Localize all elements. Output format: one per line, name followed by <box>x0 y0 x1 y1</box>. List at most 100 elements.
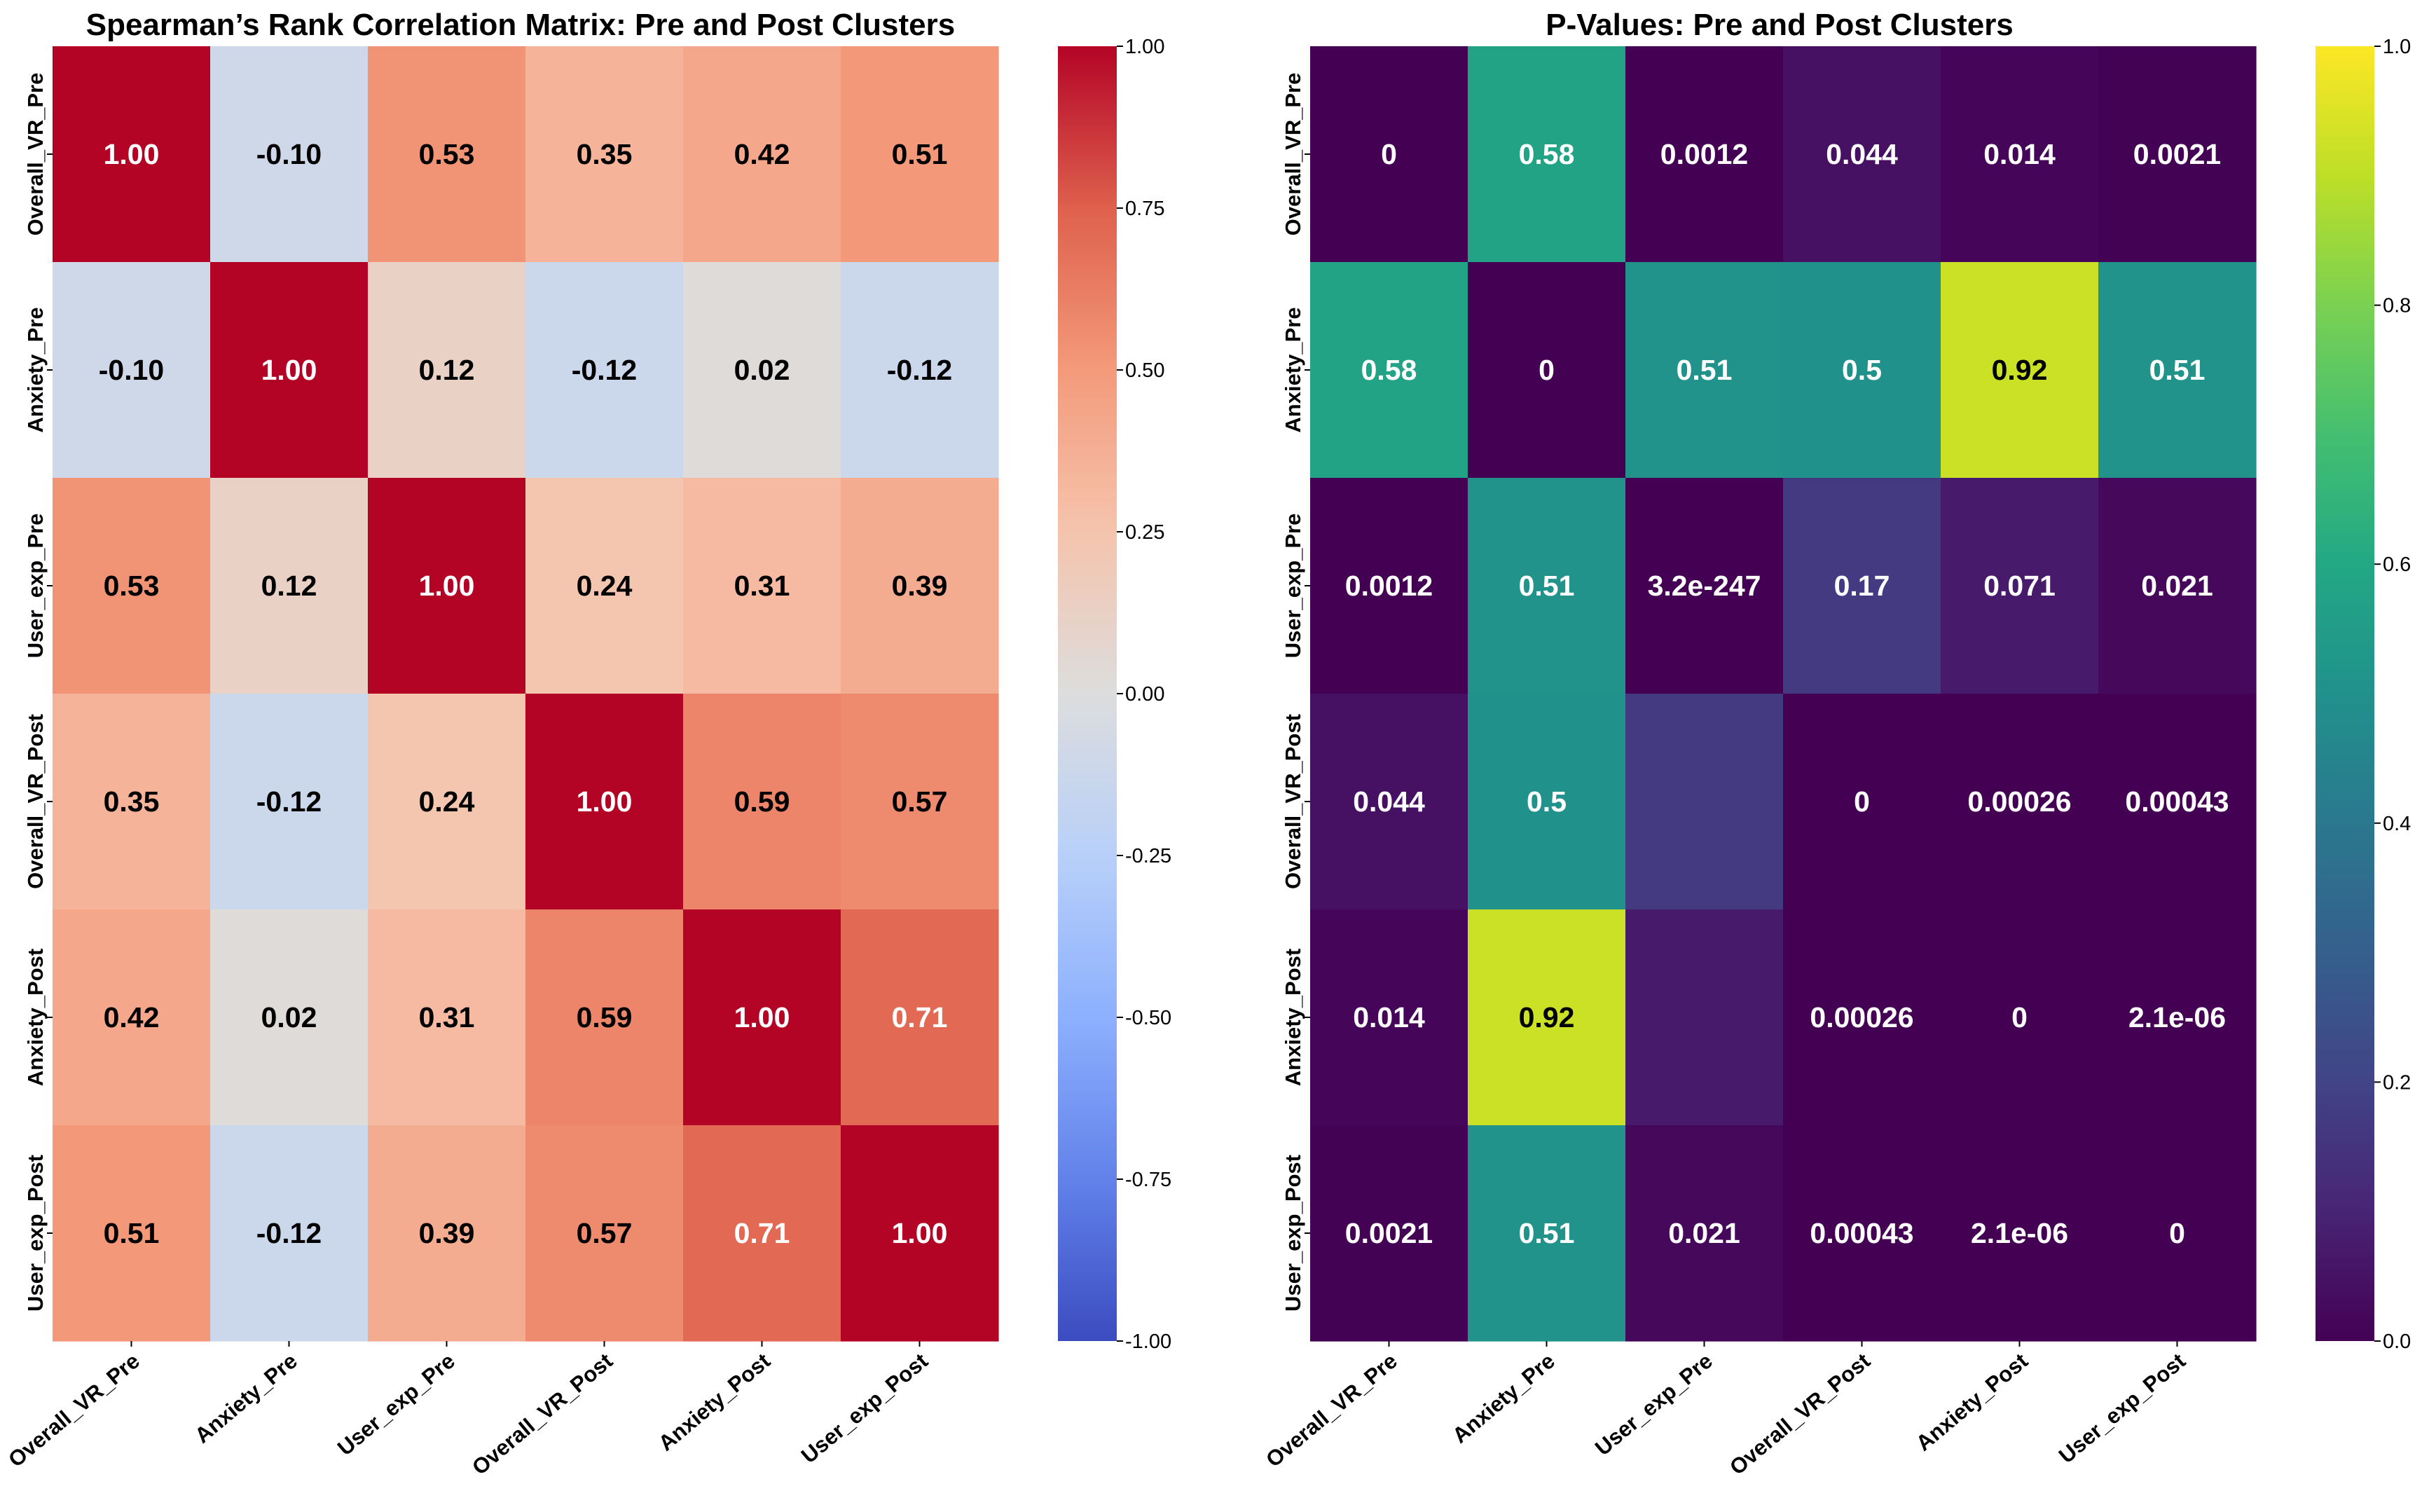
colorbar-tick-label: 0.2 <box>2383 1071 2411 1094</box>
heatmap-cell-r2-c0 <box>1310 478 1468 694</box>
cell-annotation-r2-c3: 0.24 <box>577 570 633 602</box>
cell-annotation-r3-c5: 0.00043 <box>2125 785 2229 818</box>
cell-annotation-r5-c4: 0.71 <box>734 1217 790 1249</box>
colorbar-tick-label: 0.6 <box>2383 554 2411 576</box>
cell-annotation-r1-c1: 1.00 <box>261 354 317 386</box>
cell-annotation-r5-c2: 0.021 <box>1668 1217 1740 1249</box>
correlation-chart-title: Spearman’s Rank Correlation Matrix: Pre … <box>86 8 956 42</box>
x-tick-label: User_exp_Post <box>797 1349 933 1469</box>
pvalue-heatmap: 0 0.58 0.0012 0.044 0.014 0.0021 0.58 0 0.51 0.5 0… <box>1261 46 2257 1480</box>
colorbar-tick-label: -1.00 <box>1125 1331 1171 1353</box>
cell-annotation-r5-c0: 0.51 <box>104 1217 160 1249</box>
pvalue-chart-title: P-Values: Pre and Post Clusters <box>1546 8 2014 42</box>
heatmap-cell-r5-c3 <box>1783 1125 1941 1342</box>
heatmap-cell-r2-c2 <box>368 478 526 694</box>
cell-annotation-r0-c2: 0.53 <box>419 138 475 170</box>
y-tick-label: User_exp_Post <box>1281 1155 1305 1312</box>
cell-annotation-r2-c2: 1.00 <box>419 570 475 602</box>
y-tick-label: Anxiety_Post <box>1281 949 1305 1086</box>
heatmap-cell-r3-c0 <box>53 694 211 910</box>
cell-annotation-r4-c3: 0.00026 <box>1810 1001 1913 1033</box>
y-tick-label: Overall_VR_Post <box>23 714 48 889</box>
heatmap-cell-r1-c1 <box>210 262 369 479</box>
heatmap-cell-r2-c5 <box>2098 478 2257 694</box>
heatmap-cell-r0-c0 <box>1310 46 1468 263</box>
x-tick-label: Overall_VR_Pre <box>4 1349 144 1472</box>
heatmap-cell-r1-c5 <box>841 262 999 479</box>
heatmap-cell-r0-c1 <box>1468 46 1626 263</box>
heatmap-cell-r0-c0 <box>53 46 211 263</box>
colorbar-tick-label: 1.0 <box>2383 36 2411 58</box>
heatmap-cell-r2-c0 <box>53 478 211 694</box>
heatmap-cell-r3-c1 <box>1468 694 1626 910</box>
cell-annotation-r0-c0: 1.00 <box>104 138 160 170</box>
cell-annotation-r0-c5: 0.51 <box>892 138 948 170</box>
heatmap-cell-r2-c5 <box>841 478 999 694</box>
heatmap-cell-r5-c1 <box>1468 1125 1626 1342</box>
heatmap-cell-r5-c0 <box>1310 1125 1468 1342</box>
cell-annotation-r5-c3: 0.00043 <box>1810 1217 1913 1249</box>
heatmap-cell-r0-c4 <box>683 46 841 263</box>
y-tick-label: Anxiety_Pre <box>1281 307 1305 432</box>
heatmap-cell-r5-c4 <box>1941 1125 2099 1342</box>
x-tick-label: Overall_VR_Post <box>467 1349 617 1480</box>
y-tick-label: Overall_VR_Pre <box>1281 73 1305 236</box>
heatmap-cell-r3-c2 <box>368 694 526 910</box>
heatmap-cell-r4-c5 <box>841 909 999 1126</box>
heatmap-cell-r0-c5 <box>2098 46 2257 263</box>
heatmap-cell-r4-c4 <box>1941 909 2099 1126</box>
cell-annotation-r0-c5: 0.0021 <box>2133 138 2221 170</box>
heatmap-cell-r5-c2 <box>1625 1125 1784 1342</box>
cell-annotation-r3-c0: 0.044 <box>1353 785 1425 818</box>
heatmap-cell-r2-c2 <box>1625 478 1784 694</box>
heatmap-cell-r1-c4 <box>683 262 841 479</box>
cell-annotation-r5-c5: 0 <box>2169 1217 2185 1249</box>
colorbar-tick-label: 1.00 <box>1125 36 1164 58</box>
heatmap-cell-r0-c2 <box>1625 46 1784 263</box>
cell-annotation-r3-c5: 0.57 <box>892 785 948 818</box>
cell-annotation-r4-c4: 1.00 <box>734 1001 790 1033</box>
cell-annotation-r3-c1: 0.5 <box>1527 785 1567 818</box>
colorbar-tick-label: -0.25 <box>1125 845 1171 867</box>
x-tick-label: User_exp_Post <box>2054 1349 2190 1469</box>
y-tick-label: User_exp_Post <box>23 1155 48 1312</box>
cell-annotation-r1-c4: 0.92 <box>1992 354 2048 386</box>
cell-annotation-r2-c2: 3.2e-247 <box>1648 570 1761 602</box>
cell-annotation-r3-c3: 0 <box>1854 785 1870 818</box>
cell-annotation-r4-c0: 0.42 <box>104 1001 160 1033</box>
cell-annotation-r0-c3: 0.044 <box>1826 138 1898 170</box>
cell-annotation-r2-c1: 0.12 <box>261 570 317 602</box>
cell-annotation-r1-c0: -0.10 <box>99 354 164 386</box>
colorbar-tick-label: 0.75 <box>1125 198 1164 220</box>
heatmap-cell-r4-c3 <box>525 909 684 1126</box>
x-tick-label: Anxiety_Pre <box>1447 1349 1560 1448</box>
heatmap-cell-r1-c2 <box>1625 262 1784 479</box>
heatmap-cell-r3-c5 <box>2098 694 2257 910</box>
heatmap-cell-r3-c2 <box>1625 694 1784 910</box>
colorbar-tick-label: -0.75 <box>1125 1169 1171 1191</box>
cell-annotation-r5-c4: 2.1e-06 <box>1971 1217 2068 1249</box>
colorbar-tick-label: 0.00 <box>1125 683 1164 706</box>
heatmap-cell-r1-c4 <box>1941 262 2099 479</box>
heatmap-cell-r1-c0 <box>53 262 211 479</box>
heatmap-cell-r1-c5 <box>2098 262 2257 479</box>
cell-annotation-r1-c5: -0.12 <box>887 354 952 386</box>
cell-annotation-r0-c2: 0.0012 <box>1660 138 1748 170</box>
heatmap-cell-r2-c3 <box>1783 478 1941 694</box>
heatmap-cell-r0-c2 <box>368 46 526 263</box>
heatmap-cell-r4-c0 <box>53 909 211 1126</box>
heatmap-cell-r1-c3 <box>1783 262 1941 479</box>
cell-annotation-r5-c1: -0.12 <box>256 1217 322 1249</box>
heatmap-cell-r3-c3 <box>525 694 684 910</box>
cell-annotation-r4-c1: 0.02 <box>261 1001 317 1033</box>
correlation-heatmap: 1.00 -0.10 0.53 0.35 0.42 0.51 -0.10 1.00 0.12 -0… <box>4 46 999 1480</box>
heatmap-cell-r0-c1 <box>210 46 369 263</box>
heatmap-cell-r4-c3 <box>1783 909 1941 1126</box>
cell-annotation-r4-c5: 0.71 <box>892 1001 948 1033</box>
y-tick-label: Overall_VR_Post <box>1281 714 1305 889</box>
cell-annotation-r2-c4: 0.31 <box>734 570 790 602</box>
heatmap-cell-r0-c3 <box>525 46 684 263</box>
heatmap-cell-r4-c4 <box>683 909 841 1126</box>
x-tick-label: User_exp_Pre <box>1590 1349 1717 1461</box>
